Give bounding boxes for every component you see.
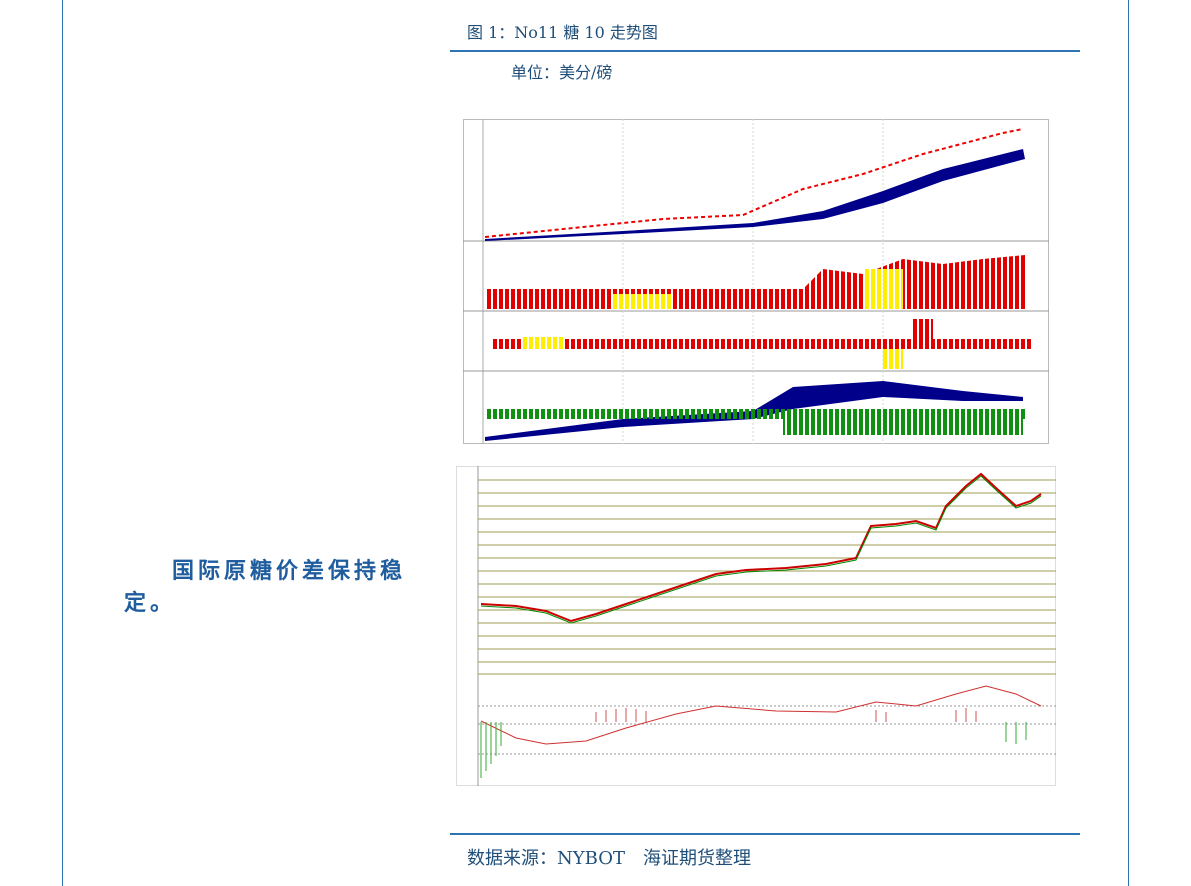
figure-unit: 单位：美分/磅: [511, 63, 613, 82]
right-border: [1128, 0, 1129, 886]
source-note: 数据来源：NYBOT 海证期货整理: [467, 848, 751, 869]
source-rule: [450, 833, 1080, 835]
paragraph: 国际原糖价差保持稳定。: [124, 559, 407, 616]
caption-rule: [450, 50, 1080, 52]
figure-caption: 图 1：No11 糖 10 走势图: [467, 23, 658, 42]
chart-image-2: [456, 466, 1056, 786]
chart-image-1: [463, 119, 1049, 444]
left-border: [62, 0, 63, 886]
